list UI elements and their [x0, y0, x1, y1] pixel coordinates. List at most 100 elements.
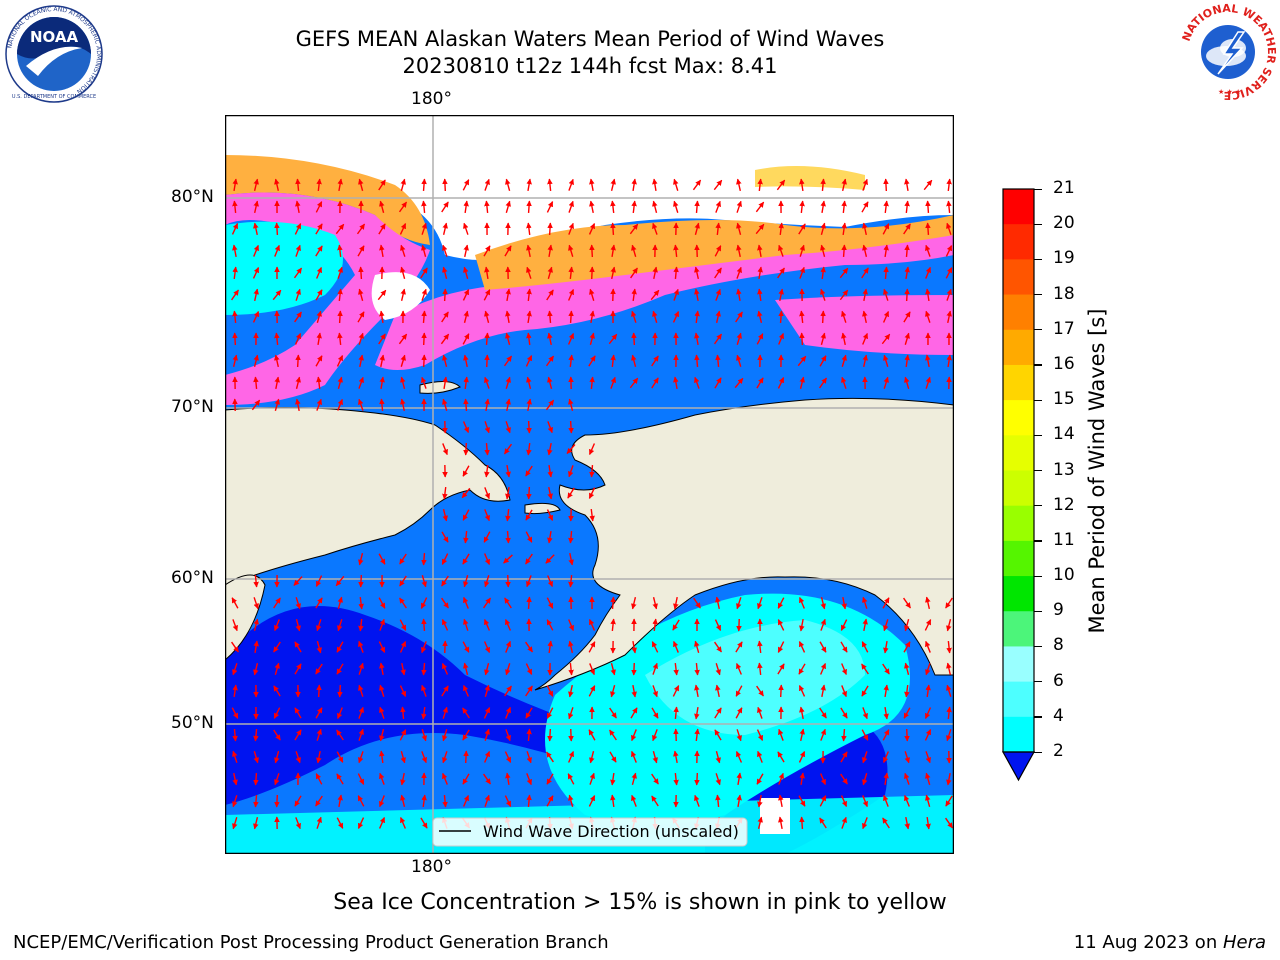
wind-wave-arrow — [946, 706, 952, 720]
wind-wave-arrow — [483, 245, 491, 257]
wind-wave-arrow — [253, 817, 259, 830]
wind-wave-arrow — [861, 267, 869, 279]
wind-wave-arrow — [631, 794, 637, 807]
wind-wave-arrow — [673, 772, 679, 786]
wind-wave-arrow — [736, 772, 742, 786]
wind-wave-arrow — [904, 619, 910, 632]
wind-wave-arrow — [568, 640, 574, 654]
wind-wave-arrow — [505, 574, 511, 588]
colorbar-tick-mark — [1034, 399, 1042, 401]
wind-wave-arrow — [714, 729, 722, 741]
wind-wave-arrow — [252, 267, 260, 279]
wind-wave-arrow — [274, 178, 280, 192]
colorbar-label: Mean Period of Wind Waves [s] — [1085, 308, 1109, 634]
wind-wave-arrow — [316, 619, 322, 632]
wind-wave-arrow — [925, 794, 931, 807]
wind-wave-arrow — [484, 575, 490, 588]
wind-wave-arrow — [589, 266, 595, 280]
wind-wave-arrow — [315, 663, 323, 675]
wind-wave-arrow — [400, 816, 406, 829]
wind-wave-arrow — [799, 596, 805, 609]
wind-wave-arrow — [589, 464, 595, 478]
wind-wave-arrow — [253, 288, 259, 302]
colorbar-tick-label: 15 — [1053, 389, 1075, 410]
wind-wave-arrow — [253, 794, 259, 808]
wind-wave-arrow — [421, 706, 427, 720]
wind-wave-arrow — [379, 376, 385, 390]
wind-wave-arrow — [925, 663, 931, 676]
wind-wave-arrow — [463, 200, 469, 214]
wind-wave-arrow — [589, 310, 595, 324]
wind-wave-arrow — [610, 222, 616, 236]
wind-wave-arrow — [862, 310, 868, 324]
wind-wave-arrow — [715, 663, 721, 676]
wind-wave-arrow — [589, 376, 595, 390]
wind-wave-arrow — [232, 795, 238, 808]
wind-wave-arrow — [232, 332, 238, 346]
wind-wave-arrow — [315, 707, 323, 719]
wind-wave-arrow — [483, 531, 491, 543]
wind-wave-arrow — [882, 817, 890, 829]
wind-wave-arrow — [840, 751, 848, 763]
wind-wave-arrow — [588, 641, 596, 653]
wind-wave-arrow — [232, 266, 238, 280]
wind-wave-arrow — [882, 597, 890, 609]
wind-wave-arrow — [379, 310, 385, 324]
wind-wave-arrow — [715, 288, 721, 301]
wind-wave-arrow — [547, 376, 553, 389]
wind-wave-arrow — [547, 486, 553, 500]
colorbar-block — [1003, 505, 1034, 542]
wind-wave-arrow — [526, 332, 532, 346]
wind-wave-arrow — [462, 465, 470, 477]
wind-wave-arrow — [400, 751, 406, 764]
wind-wave-arrow — [568, 244, 574, 257]
colorbar-tick-label: 18 — [1053, 283, 1075, 304]
wind-wave-arrow — [253, 574, 259, 588]
wind-wave-arrow-field — [230, 178, 954, 830]
wind-wave-arrow — [882, 729, 890, 741]
wind-wave-arrow — [379, 772, 385, 785]
wind-wave-arrow — [274, 354, 280, 368]
wind-wave-arrow — [736, 178, 742, 192]
wind-wave-arrow — [441, 597, 449, 609]
colorbar-block — [1003, 681, 1034, 718]
wind-wave-arrow — [547, 640, 553, 654]
wind-wave-arrow — [692, 179, 702, 191]
wind-wave-arrow — [442, 729, 448, 742]
wind-wave-arrow — [378, 179, 386, 191]
wind-wave-arrow — [295, 354, 301, 368]
wind-wave-arrow — [819, 707, 827, 719]
wind-wave-arrow — [883, 376, 889, 389]
wind-wave-arrow — [839, 289, 849, 301]
wind-wave-arrow — [904, 662, 910, 675]
wind-wave-arrow — [652, 222, 658, 235]
wind-wave-arrow — [526, 310, 532, 324]
wind-wave-arrow — [274, 751, 280, 764]
wind-wave-arrow — [274, 794, 280, 808]
wind-wave-arrow — [694, 640, 700, 653]
wind-wave-arrow — [673, 288, 679, 301]
wind-wave-arrow — [484, 684, 490, 697]
wind-wave-arrow — [841, 310, 847, 323]
wind-wave-arrow — [568, 266, 574, 280]
wind-wave-arrow — [799, 178, 805, 192]
wind-wave-arrow — [568, 662, 574, 676]
wind-wave-arrow — [820, 332, 826, 345]
wind-wave-arrow — [252, 311, 260, 323]
wind-wave-arrow — [547, 530, 553, 544]
wind-wave-arrow — [441, 575, 449, 587]
footer-org: NCEP/EMC/Verification Post Processing Pr… — [13, 932, 609, 953]
wind-wave-arrow — [253, 354, 259, 367]
wind-wave-arrow — [714, 641, 722, 653]
wind-wave-arrow — [504, 795, 512, 807]
wind-wave-arrow — [463, 310, 469, 323]
wind-wave-arrow — [568, 619, 574, 632]
wind-wave-arrow — [295, 376, 301, 389]
wind-wave-arrow — [483, 618, 491, 631]
wind-wave-arrow — [315, 795, 323, 807]
wind-wave-arrow — [546, 201, 554, 213]
wind-wave-arrow — [442, 354, 448, 367]
wind-wave-arrow — [881, 333, 891, 345]
wind-wave-arrow — [337, 794, 343, 808]
wind-wave-arrow — [694, 684, 700, 698]
